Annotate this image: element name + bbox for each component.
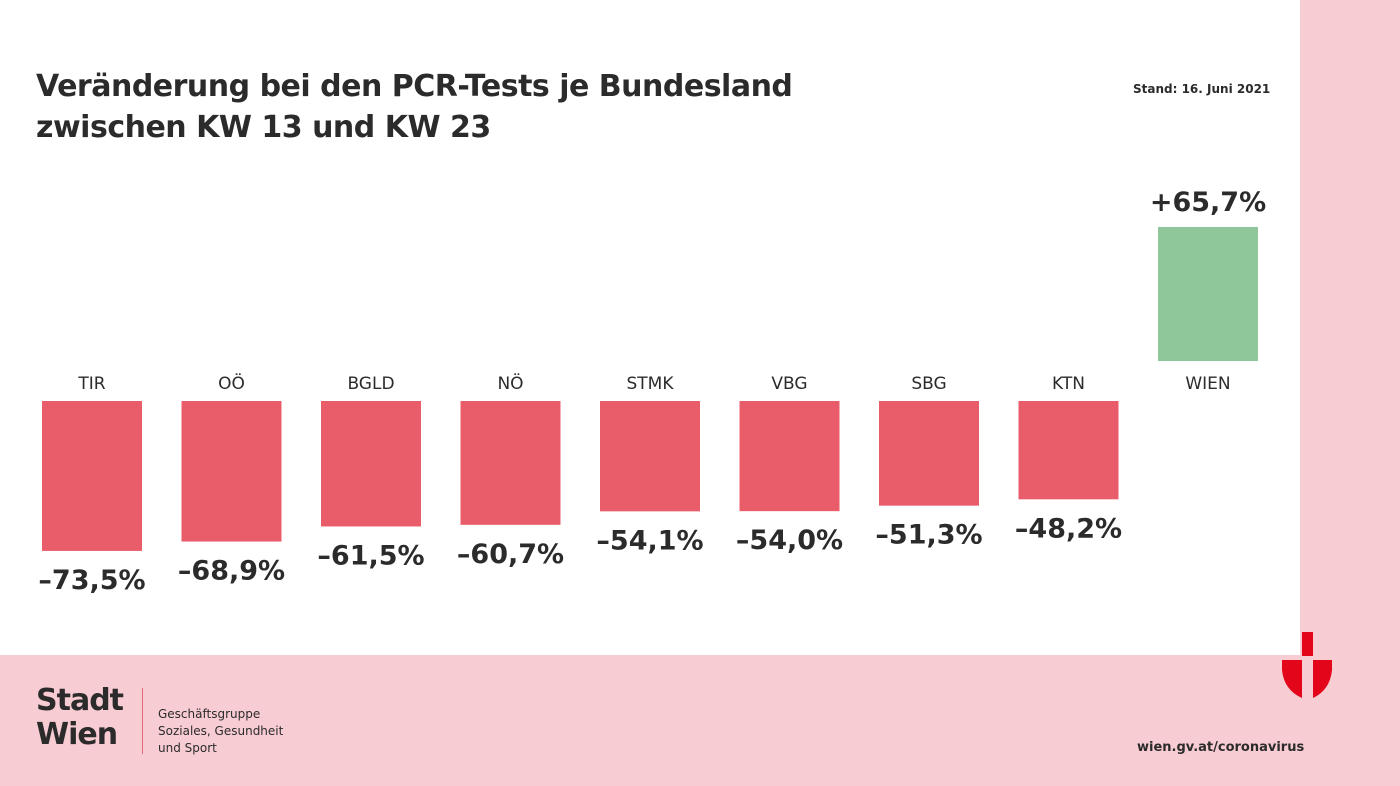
category-label: WIEN — [1185, 374, 1230, 394]
bar-oö — [181, 401, 282, 542]
department-line-3: und Sport — [158, 741, 217, 755]
category-label: NÖ — [497, 372, 523, 394]
category-label: OÖ — [218, 372, 245, 394]
bar-nö — [460, 401, 561, 525]
bar-tir — [42, 401, 142, 551]
logo-line-2: Wien — [36, 717, 118, 752]
title-line-1: Veränderung bei den PCR-Tests je Bundesl… — [36, 69, 793, 104]
category-label: STMK — [627, 374, 675, 394]
department-line-1: Geschäftsgruppe — [158, 707, 261, 721]
value-label: –73,5% — [38, 565, 145, 596]
category-label: VBG — [771, 374, 807, 394]
category-label: TIR — [77, 374, 105, 394]
category-label: BGLD — [347, 374, 394, 394]
bar-vbg — [739, 401, 840, 512]
footer-band — [0, 655, 1400, 786]
stadt-wien-logo: Stadt Wien — [36, 683, 124, 752]
title-line-2: zwischen KW 13 und KW 23 — [36, 110, 491, 145]
value-label: –54,0% — [736, 525, 843, 556]
bar-bgld — [321, 401, 421, 527]
category-label: KTN — [1052, 374, 1085, 394]
vienna-shield-icon — [1282, 632, 1332, 698]
bar-sbg — [879, 401, 979, 506]
value-label: –61,5% — [317, 540, 424, 571]
value-label: –68,9% — [178, 556, 285, 587]
logo-divider — [142, 688, 143, 754]
value-label: –51,3% — [875, 520, 982, 551]
category-label: SBG — [911, 374, 946, 394]
bar-chart: TIR –73,5% OÖ –68,9% BGLD –61,5% NÖ –60,7% STMK –… — [38, 187, 1266, 596]
stand-date: Stand: 16. Juni 2021 — [1133, 82, 1271, 96]
value-label: –60,7% — [457, 539, 564, 570]
bar-ktn — [1018, 401, 1119, 500]
website-link[interactable]: wien.gv.at/coronavirus — [1137, 740, 1305, 755]
value-label: –54,1% — [596, 525, 703, 556]
value-label: +65,7% — [1150, 187, 1266, 218]
department-name: Geschäftsgruppe Soziales, Gesundheit und… — [158, 706, 283, 757]
department-line-2: Soziales, Gesundheit — [158, 724, 284, 738]
value-label: –48,2% — [1015, 513, 1122, 544]
bar-wien — [1158, 226, 1258, 361]
bar-stmk — [600, 401, 700, 512]
chart-title: Veränderung bei den PCR-Tests je Bundesl… — [36, 66, 793, 148]
logo-line-1: Stadt — [36, 683, 124, 718]
